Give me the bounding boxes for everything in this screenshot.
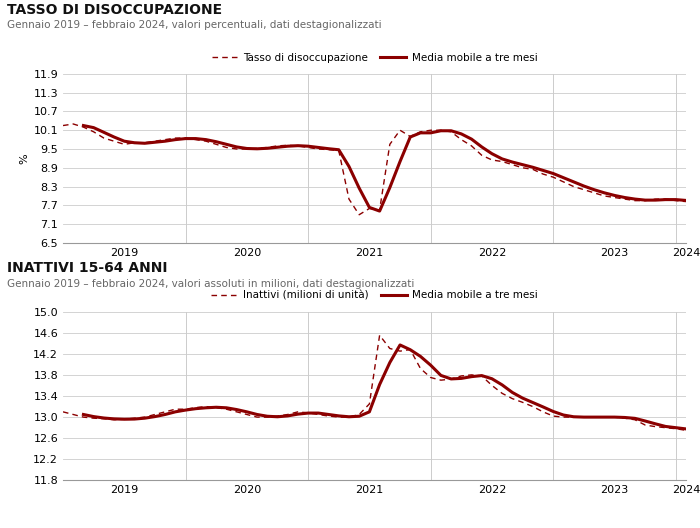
- Text: Gennaio 2019 – febbraio 2024, valori percentuali, dati destagionalizzati: Gennaio 2019 – febbraio 2024, valori per…: [7, 20, 382, 30]
- Text: INATTIVI 15-64 ANNI: INATTIVI 15-64 ANNI: [7, 261, 167, 276]
- Y-axis label: %: %: [19, 153, 29, 164]
- Text: TASSO DI DISOCCUPAZIONE: TASSO DI DISOCCUPAZIONE: [7, 3, 222, 17]
- Text: Gennaio 2019 – febbraio 2024, valori assoluti in milioni, dati destagionalizzati: Gennaio 2019 – febbraio 2024, valori ass…: [7, 279, 414, 289]
- Legend: Tasso di disoccupazione, Media mobile a tre mesi: Tasso di disoccupazione, Media mobile a …: [207, 49, 542, 67]
- Legend: Inattivi (milioni di unità), Media mobile a tre mesi: Inattivi (milioni di unità), Media mobil…: [207, 286, 542, 305]
